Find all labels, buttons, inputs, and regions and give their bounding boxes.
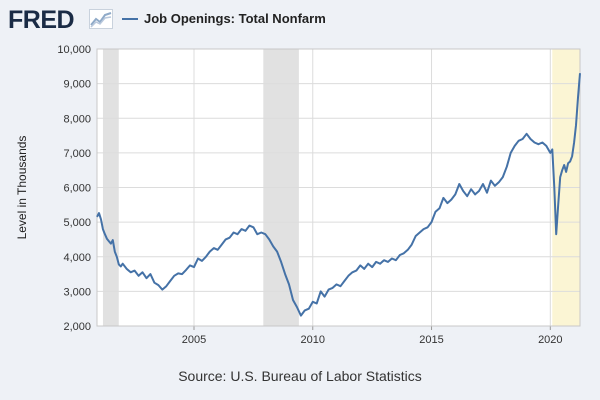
legend-swatch	[122, 18, 138, 20]
legend-label[interactable]: Job Openings: Total Nonfarm	[144, 11, 326, 26]
x-tick-label: 2005	[182, 334, 206, 346]
chart-header: FRED Job Openings: Total Nonfarm	[0, 0, 600, 40]
y-axis-label: Level in Thousands	[15, 136, 29, 240]
y-tick-label: 10,000	[57, 44, 91, 56]
y-tick-label: 3,000	[63, 286, 91, 298]
source-note: Source: U.S. Bureau of Labor Statistics	[178, 368, 422, 384]
fred-logo[interactable]: FRED	[8, 6, 75, 34]
line-chart-icon	[89, 9, 113, 29]
x-tick-label: 2015	[419, 334, 443, 346]
y-tick-label: 9,000	[63, 79, 91, 91]
y-tick-label: 5,000	[63, 217, 91, 229]
y-tick-label: 6,000	[63, 183, 91, 195]
plot-border	[96, 48, 581, 327]
y-tick-label: 8,000	[63, 113, 91, 125]
y-tick-label: 2,000	[63, 321, 91, 333]
y-tick-label: 7,000	[63, 148, 91, 160]
x-tick-label: 2010	[301, 334, 325, 346]
series-line	[96, 73, 581, 317]
x-tick-label: 2020	[538, 334, 562, 346]
y-tick-label: 4,000	[63, 252, 91, 264]
